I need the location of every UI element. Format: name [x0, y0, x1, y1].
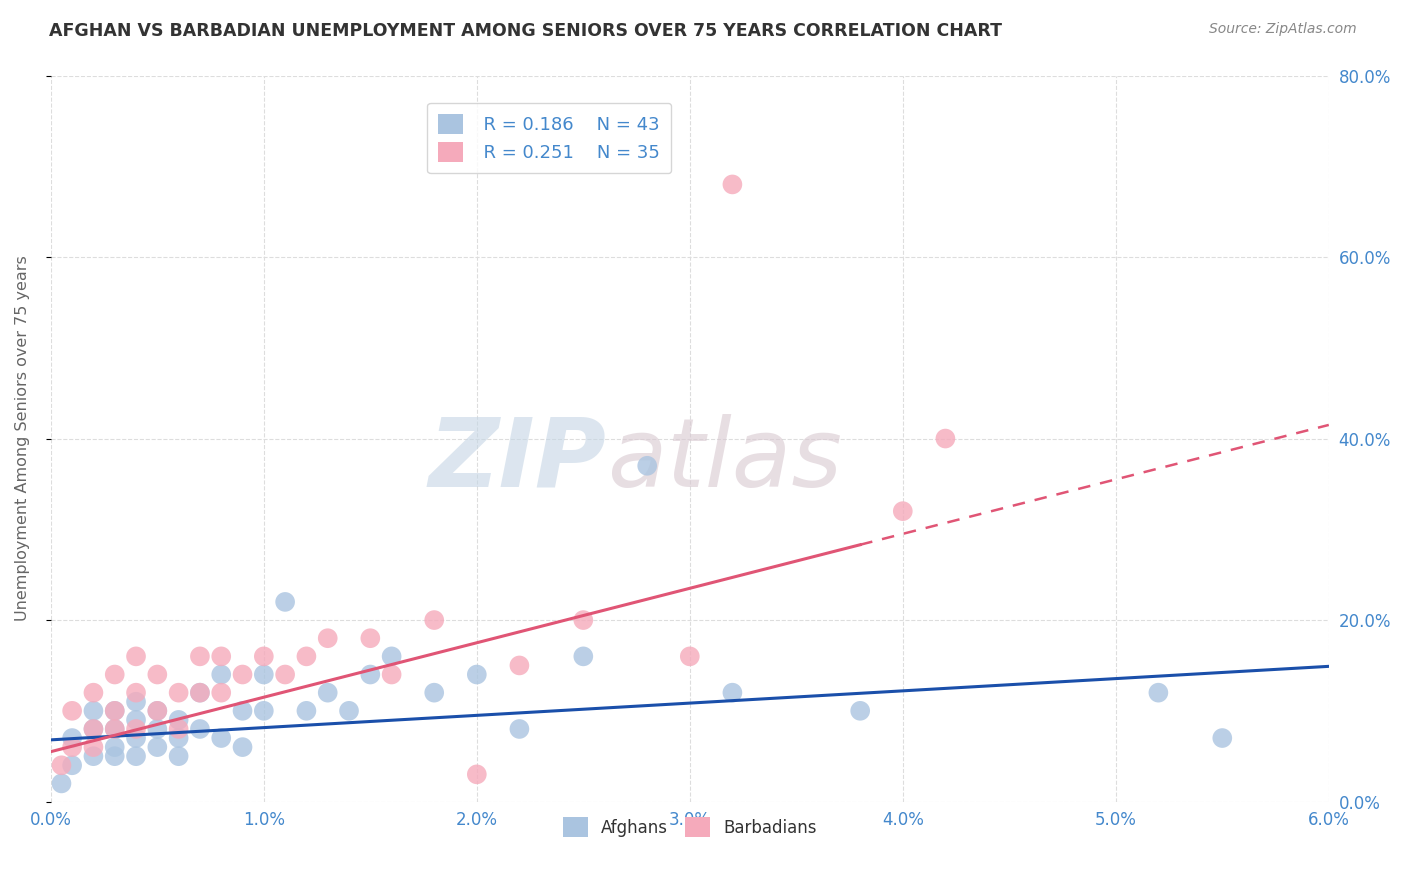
Point [146, 704, 169, 718]
Point [274, 667, 297, 681]
Point [60, 758, 83, 772]
Point [82, 704, 104, 718]
Point [423, 613, 446, 627]
Point [209, 649, 232, 664]
Point [572, 613, 595, 627]
Point [125, 722, 148, 736]
Point [209, 667, 232, 681]
Point [1147, 686, 1170, 700]
Point [104, 722, 127, 736]
Point [125, 686, 148, 700]
Point [188, 649, 211, 664]
Legend: Afghans, Barbadians: Afghans, Barbadians [557, 811, 824, 844]
Point [274, 595, 297, 609]
Point [337, 704, 360, 718]
Point [359, 667, 381, 681]
Point [125, 731, 148, 745]
Point [60, 731, 83, 745]
Point [167, 722, 190, 736]
Point [125, 649, 148, 664]
Point [125, 749, 148, 764]
Point [253, 649, 276, 664]
Point [104, 704, 127, 718]
Point [104, 704, 127, 718]
Point [295, 704, 318, 718]
Point [891, 504, 914, 518]
Point [359, 631, 381, 645]
Point [231, 740, 253, 755]
Point [167, 686, 190, 700]
Point [231, 704, 253, 718]
Point [572, 649, 595, 664]
Point [721, 686, 744, 700]
Point [679, 649, 702, 664]
Text: atlas: atlas [607, 414, 842, 507]
Point [188, 722, 211, 736]
Point [636, 458, 658, 473]
Point [188, 686, 211, 700]
Point [253, 704, 276, 718]
Point [104, 722, 127, 736]
Point [508, 658, 530, 673]
Point [104, 667, 127, 681]
Point [423, 686, 446, 700]
Point [188, 686, 211, 700]
Point [295, 649, 318, 664]
Point [82, 722, 104, 736]
Point [721, 178, 744, 192]
Point [934, 432, 956, 446]
Point [125, 695, 148, 709]
Point [82, 686, 104, 700]
Point [167, 713, 190, 727]
Point [381, 649, 404, 664]
Text: AFGHAN VS BARBADIAN UNEMPLOYMENT AMONG SENIORS OVER 75 YEARS CORRELATION CHART: AFGHAN VS BARBADIAN UNEMPLOYMENT AMONG S… [49, 22, 1002, 40]
Point [1211, 731, 1233, 745]
Point [167, 749, 190, 764]
Point [104, 749, 127, 764]
Point [82, 722, 104, 736]
Point [381, 667, 404, 681]
Text: ZIP: ZIP [429, 414, 607, 507]
Point [316, 686, 339, 700]
Point [146, 740, 169, 755]
Point [508, 722, 530, 736]
Point [253, 667, 276, 681]
Point [316, 631, 339, 645]
Point [146, 667, 169, 681]
Point [51, 758, 73, 772]
Y-axis label: Unemployment Among Seniors over 75 years: Unemployment Among Seniors over 75 years [15, 256, 30, 622]
Point [82, 740, 104, 755]
Point [231, 667, 253, 681]
Point [104, 740, 127, 755]
Text: Source: ZipAtlas.com: Source: ZipAtlas.com [1209, 22, 1357, 37]
Point [209, 686, 232, 700]
Point [465, 667, 488, 681]
Point [125, 713, 148, 727]
Point [51, 776, 73, 790]
Point [167, 731, 190, 745]
Point [82, 749, 104, 764]
Point [146, 722, 169, 736]
Point [60, 704, 83, 718]
Point [465, 767, 488, 781]
Point [209, 731, 232, 745]
Point [849, 704, 872, 718]
Point [146, 704, 169, 718]
Point [60, 740, 83, 755]
